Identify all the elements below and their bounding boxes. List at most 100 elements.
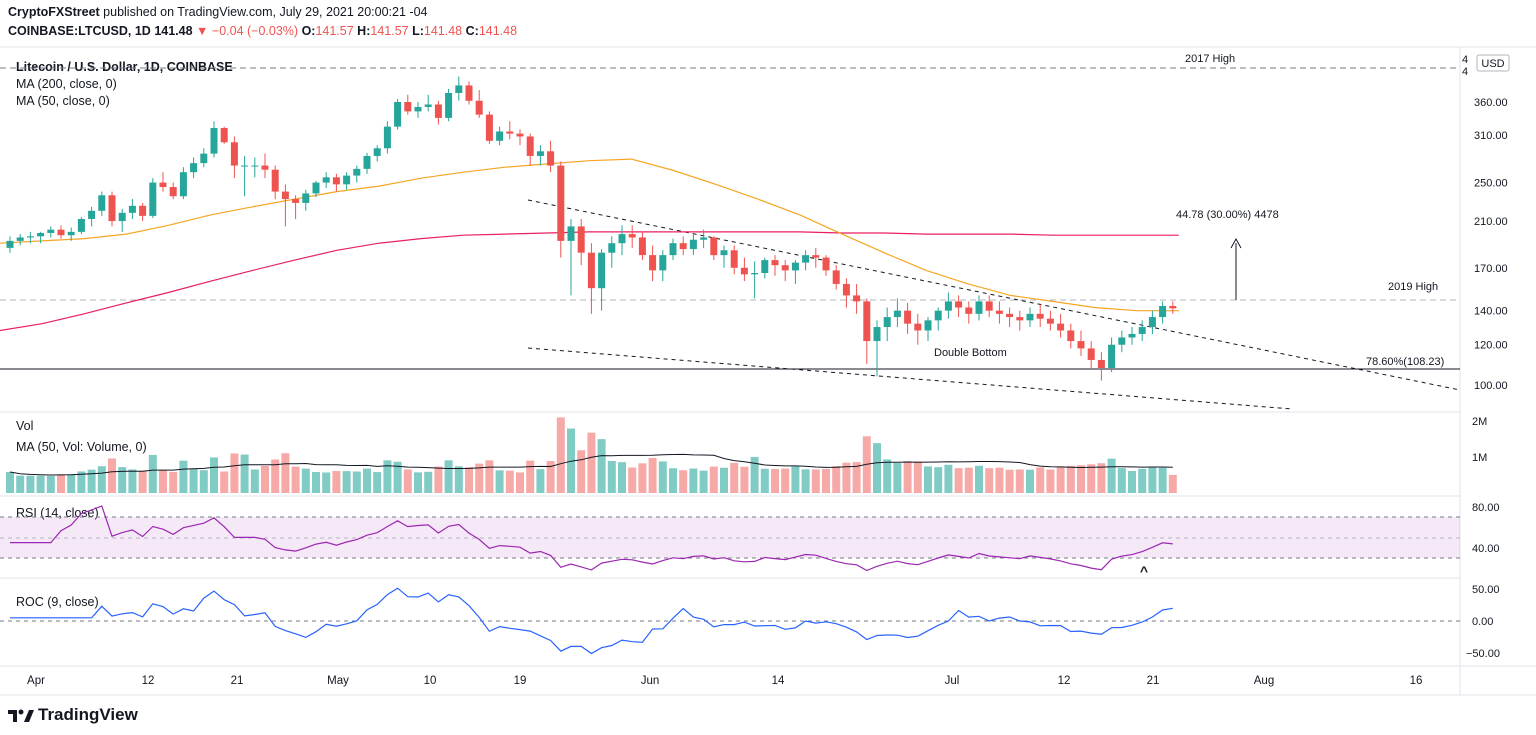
price-axis[interactable]: 100.00 120.00 140.00 170.00 210.00 250.00 310.… bbox=[1474, 97, 1508, 392]
candle-body bbox=[914, 323, 922, 331]
candle-body bbox=[904, 310, 912, 324]
volume-bar bbox=[536, 469, 545, 493]
candle-body bbox=[251, 165, 259, 167]
candle-body bbox=[6, 240, 14, 248]
vol-tick-2m: 2M bbox=[1472, 416, 1487, 428]
volume-bar bbox=[556, 417, 565, 493]
candle-body bbox=[1097, 359, 1105, 368]
candle-body bbox=[557, 165, 565, 241]
candle-body bbox=[1138, 327, 1146, 334]
candle-body bbox=[924, 320, 932, 331]
volume-bar bbox=[975, 465, 983, 493]
time-tick: 21 bbox=[231, 675, 244, 687]
candle-body bbox=[771, 260, 779, 266]
volume-bar bbox=[393, 461, 402, 493]
volume-bar bbox=[995, 467, 1004, 493]
candle-body bbox=[618, 234, 626, 244]
candle-body bbox=[638, 237, 646, 256]
volume-bar bbox=[230, 453, 239, 493]
volume-bar bbox=[638, 463, 647, 493]
candle-body bbox=[1057, 323, 1065, 331]
volume-bar bbox=[883, 459, 892, 493]
volume-ma-line bbox=[9, 453, 1173, 476]
volume-bar bbox=[1097, 463, 1106, 493]
candle-body bbox=[985, 301, 993, 311]
volume-bar bbox=[403, 469, 412, 493]
volume-bar bbox=[1066, 465, 1075, 493]
brand-name: TradingView bbox=[38, 705, 138, 724]
candle-body bbox=[261, 165, 269, 170]
candle-body bbox=[873, 327, 881, 342]
candle-body bbox=[281, 191, 289, 200]
volume-bar bbox=[434, 466, 443, 493]
volume-bar bbox=[934, 467, 943, 493]
candle-body bbox=[649, 255, 657, 271]
time-tick: Aug bbox=[1254, 675, 1274, 687]
candle-body bbox=[669, 243, 677, 256]
candle-body bbox=[414, 106, 422, 112]
currency-badge[interactable]: USD bbox=[1476, 54, 1510, 72]
candle-body bbox=[740, 267, 748, 275]
price-tick: 120.00 bbox=[1474, 340, 1508, 352]
volume-bar bbox=[822, 468, 830, 493]
candle-body bbox=[47, 229, 55, 233]
author: CryptoFXStreet bbox=[8, 5, 100, 19]
candle-body bbox=[883, 317, 891, 328]
candle-body bbox=[363, 155, 371, 169]
volume-bar bbox=[811, 469, 820, 493]
candle-body bbox=[720, 250, 728, 256]
candle-body bbox=[475, 100, 483, 115]
candle-body bbox=[230, 142, 238, 166]
volume-bar bbox=[740, 466, 749, 493]
volume-bar bbox=[465, 467, 473, 493]
price-tick: 140.00 bbox=[1474, 306, 1508, 318]
volume-bar bbox=[1107, 458, 1116, 493]
volume-bar bbox=[189, 468, 198, 493]
volume-bar bbox=[1128, 471, 1136, 493]
candle-body bbox=[893, 310, 901, 318]
candle-body bbox=[220, 128, 228, 143]
candle-body bbox=[332, 177, 340, 185]
candle-body bbox=[822, 257, 830, 271]
volume-bar bbox=[658, 461, 667, 493]
candle-body bbox=[761, 260, 769, 274]
volume-bar bbox=[699, 470, 708, 493]
volume-bar bbox=[26, 475, 35, 493]
volume-bar bbox=[1005, 469, 1014, 493]
wedge-lower-line bbox=[527, 347, 1293, 410]
candle-body bbox=[139, 205, 147, 216]
volume-bar bbox=[1148, 466, 1157, 493]
volume-bar bbox=[985, 468, 994, 493]
candle-body bbox=[567, 226, 575, 241]
candle-body bbox=[547, 151, 555, 166]
open-value: 141.57 bbox=[315, 24, 354, 38]
candle-body bbox=[1148, 317, 1156, 328]
volume-bar bbox=[475, 463, 484, 493]
candle-body bbox=[1159, 305, 1167, 318]
candle-body bbox=[679, 243, 687, 250]
candle-body bbox=[26, 236, 34, 238]
volume-bar bbox=[250, 469, 259, 493]
tradingview-brand[interactable]: TradingView bbox=[8, 705, 138, 725]
axis-top-label-2: 4 bbox=[1462, 66, 1468, 78]
volume-bar bbox=[1036, 467, 1045, 493]
rsi-tick-80: 80.00 bbox=[1472, 502, 1500, 514]
volume-bar bbox=[373, 472, 382, 493]
volume-bar bbox=[118, 467, 127, 493]
candle-body bbox=[516, 133, 524, 137]
volume-bar bbox=[128, 469, 137, 493]
volume-bar bbox=[6, 472, 14, 493]
volume-bar bbox=[159, 469, 167, 493]
candle-body bbox=[200, 153, 208, 164]
down-arrow-icon: ▼ bbox=[196, 24, 209, 38]
volume-bar bbox=[669, 468, 677, 493]
time-axis[interactable]: Apr 12 21 May 10 19 Jun 14 Jul 12 21 Aug 16 bbox=[27, 675, 1422, 687]
volume-bar bbox=[148, 454, 157, 493]
candle-body bbox=[118, 212, 126, 222]
volume-bar bbox=[57, 474, 65, 493]
volume-bar bbox=[383, 460, 392, 493]
candle-body bbox=[373, 148, 381, 156]
volume-bar bbox=[240, 454, 249, 493]
time-tick: Jun bbox=[641, 675, 660, 687]
